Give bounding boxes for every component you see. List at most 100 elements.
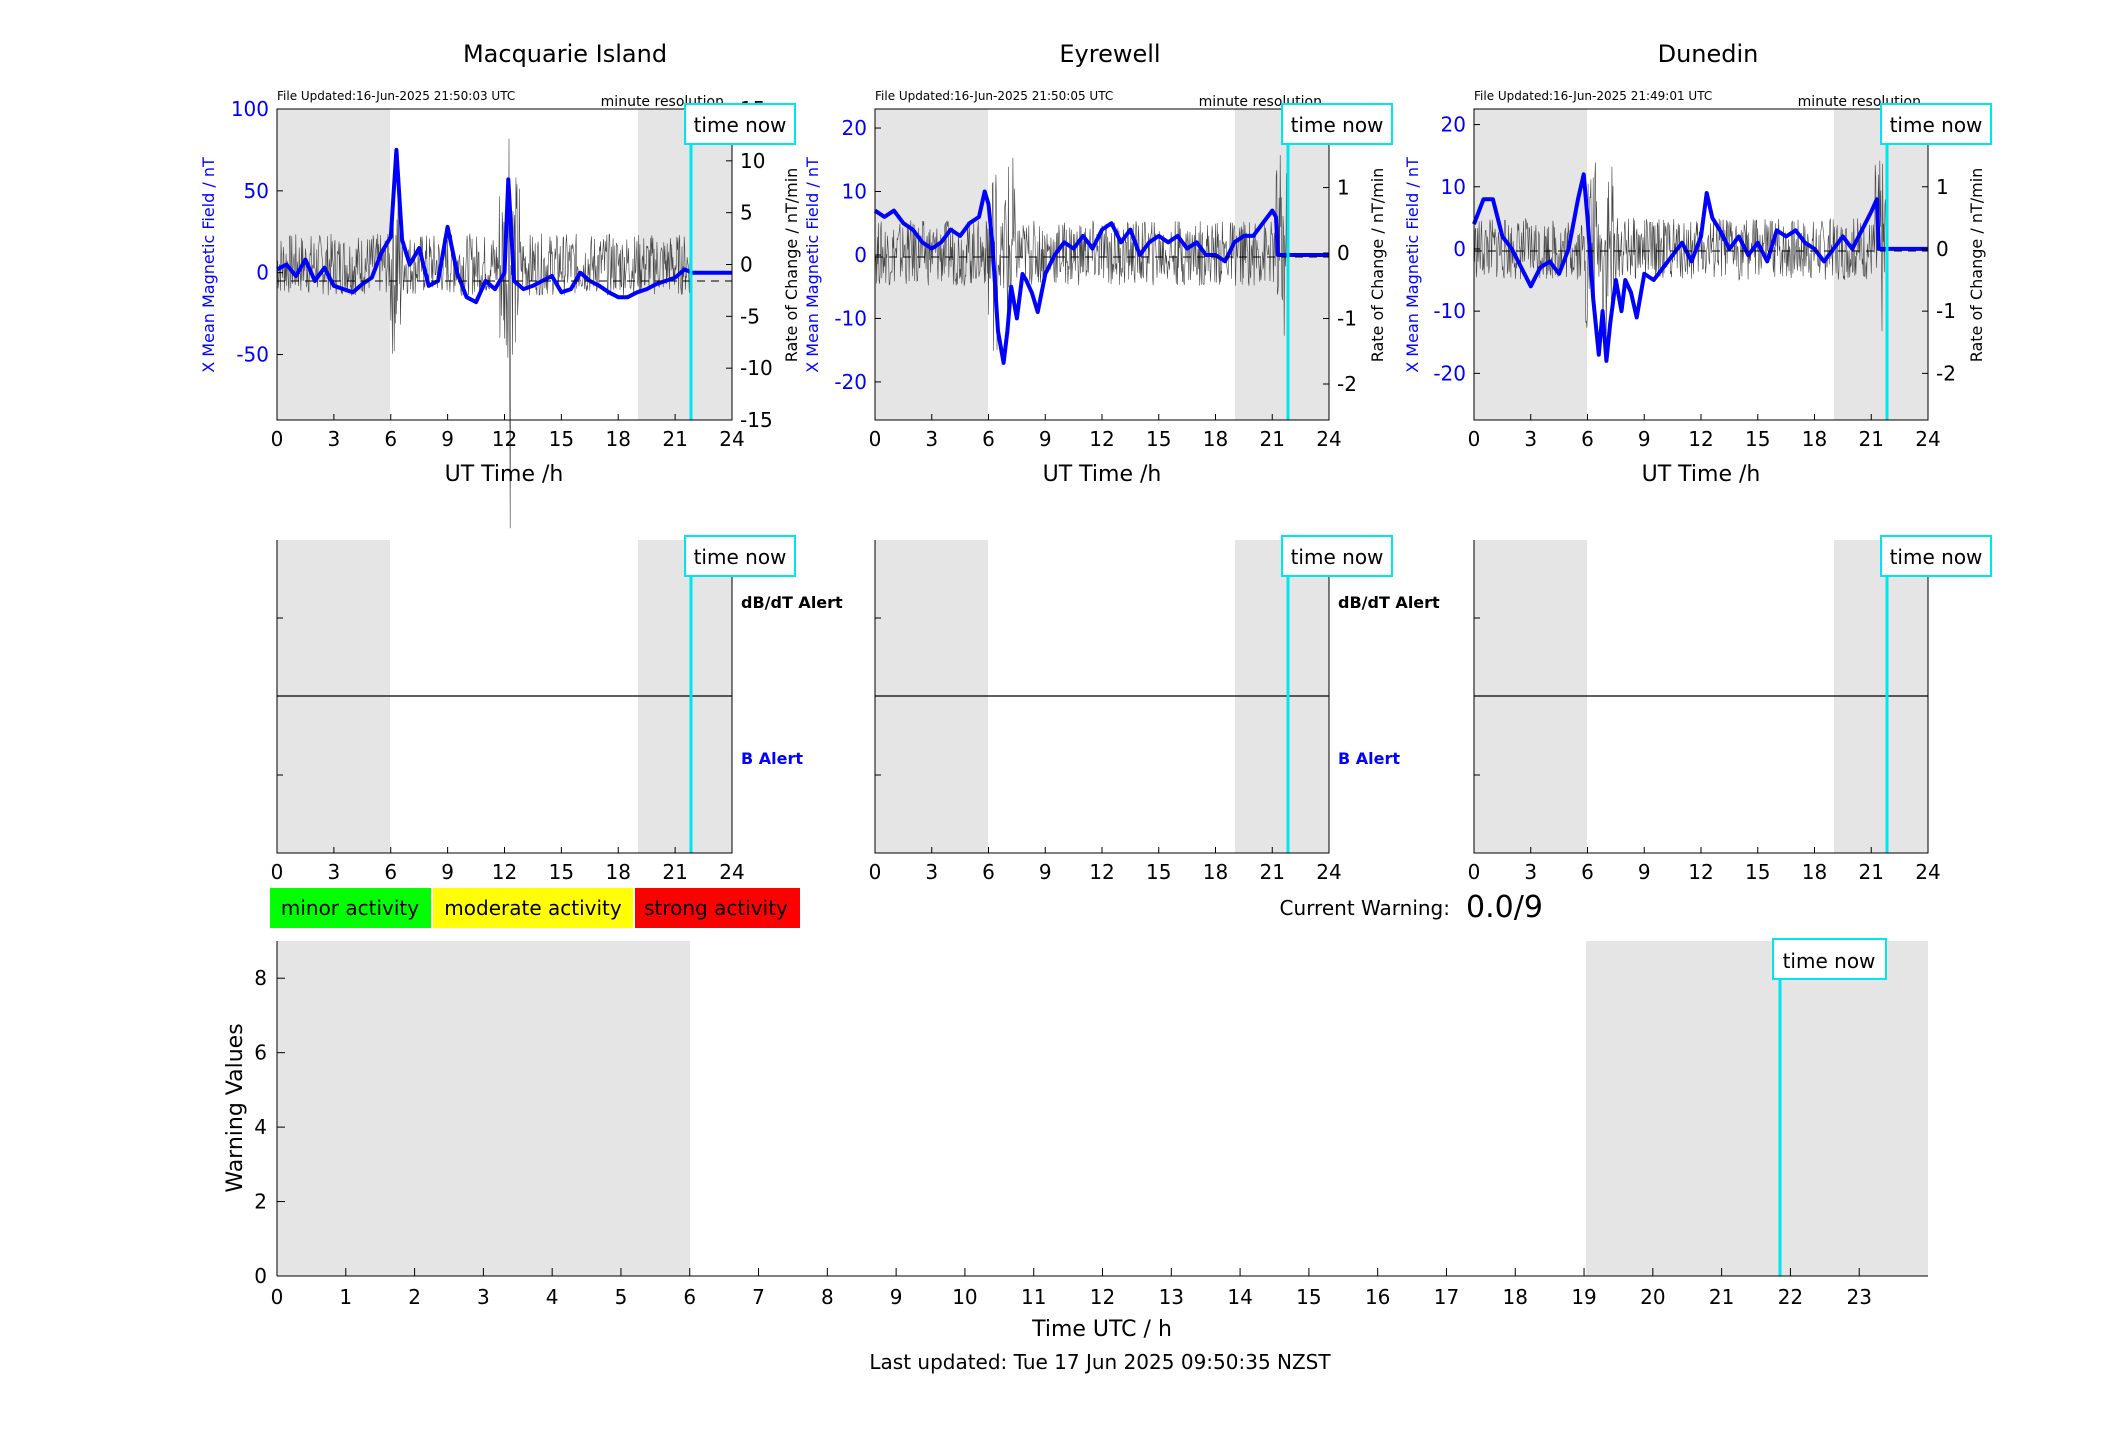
- alert-x-tick-label: 18: [1802, 860, 1827, 884]
- y-left-tick-label: 10: [1441, 175, 1466, 199]
- y-left-tick-label: -10: [834, 306, 867, 330]
- time-now-label-dunedin: time now: [1890, 113, 1983, 137]
- b-alert-label-eyrewell: B Alert: [1338, 749, 1400, 768]
- y-right-tick-label: 0: [740, 253, 753, 277]
- bottom-x-tick-label: 19: [1571, 1285, 1596, 1309]
- x-tick-label: 24: [719, 427, 744, 451]
- alert-x-tick-label: 6: [982, 860, 995, 884]
- bottom-x-tick-label: 7: [752, 1285, 765, 1309]
- y-left-tick-label: 0: [854, 243, 867, 267]
- alert-x-tick-label: 3: [1524, 860, 1537, 884]
- alert-panel-eyrewell: 0 3 6 9 12 15 18 21 24 time now dB/dT Alert B Al…: [869, 535, 1440, 884]
- bottom-x-tick-label: 14: [1227, 1285, 1252, 1309]
- y-right-tick-label: 10: [740, 149, 765, 173]
- x-tick-label: 6: [1581, 427, 1594, 451]
- alert-x-tick-label: 24: [1316, 860, 1341, 884]
- y-left-tick-label: 20: [842, 116, 867, 140]
- x-tick-label: 21: [1859, 427, 1884, 451]
- ylabel-left-dunedin: X Mean Magnetic Field / nT: [1403, 157, 1422, 373]
- file-updated-macquarie: File Updated:16-Jun-2025 21:50:03 UTC: [277, 89, 515, 103]
- alert-x-tick-label: 21: [1260, 860, 1285, 884]
- bottom-x-tick-label: 21: [1709, 1285, 1734, 1309]
- last-updated: Last updated: Tue 17 Jun 2025 09:50:35 N…: [869, 1350, 1331, 1374]
- x-field-line-macquarie: [276, 147, 732, 305]
- bottom-x-tick-label: 10: [952, 1285, 977, 1309]
- alert-x-tick-label: 15: [1745, 860, 1770, 884]
- y-left-tick-label: 50: [244, 179, 269, 203]
- bottom-ylabel: Warning Values: [223, 1023, 248, 1192]
- bottom-x-tick-label: 5: [615, 1285, 628, 1309]
- xlabel-macquarie: UT Time /h: [445, 462, 564, 487]
- bottom-x-tick-label: 13: [1159, 1285, 1184, 1309]
- x-tick-label: 18: [606, 427, 631, 451]
- y-left-tick-label: 0: [1453, 237, 1466, 261]
- x-tick-label: 0: [869, 427, 882, 451]
- x-tick-label: 9: [441, 427, 454, 451]
- bottom-x-tick-label: 1: [339, 1285, 352, 1309]
- bottom-x-tick-label: 22: [1778, 1285, 1803, 1309]
- alert-x-tick-label: 21: [1859, 860, 1884, 884]
- bottom-x-tick-label: 0: [271, 1285, 284, 1309]
- legend-moderate-label: moderate activity: [444, 896, 622, 920]
- y-left-tick-label: 20: [1441, 113, 1466, 137]
- alert-x-tick-label: 12: [492, 860, 517, 884]
- ylabel-left-macquarie: X Mean Magnetic Field / nT: [199, 157, 218, 373]
- y-right-tick-label: 1: [1936, 175, 1949, 199]
- bottom-x-tick-label: 17: [1434, 1285, 1459, 1309]
- y-right-tick-label: 5: [740, 201, 753, 225]
- x-tick-label: 0: [271, 427, 284, 451]
- b-alert-label-macquarie: B Alert: [741, 749, 803, 768]
- alert-x-tick-label: 15: [549, 860, 574, 884]
- x-tick-label: 18: [1802, 427, 1827, 451]
- y-right-tick-label: -2: [1337, 372, 1357, 396]
- alert-x-tick-label: 12: [1688, 860, 1713, 884]
- bottom-x-tick-label: 23: [1846, 1285, 1871, 1309]
- y-left-tick-label: -20: [834, 370, 867, 394]
- x-tick-label: 6: [982, 427, 995, 451]
- bottom-x-tick-label: 18: [1503, 1285, 1528, 1309]
- x-tick-label: 24: [1316, 427, 1341, 451]
- alert-x-tick-label: 18: [1203, 860, 1228, 884]
- current-warning-value: 0.0/9: [1466, 890, 1543, 925]
- legend-moderate-swatch: [433, 888, 633, 928]
- bottom-x-tick-label: 6: [683, 1285, 696, 1309]
- file-updated-eyrewell: File Updated:16-Jun-2025 21:50:05 UTC: [875, 89, 1113, 103]
- bottom-x-tick-label: 8: [821, 1285, 834, 1309]
- alert-x-tick-label: 15: [1146, 860, 1171, 884]
- y-left-tick-label: 0: [256, 261, 269, 285]
- xlabel-dunedin: UT Time /h: [1642, 462, 1761, 487]
- x-tick-label: 3: [328, 427, 341, 451]
- y-right-tick-label: 1: [1337, 176, 1350, 200]
- file-updated-dunedin: File Updated:16-Jun-2025 21:49:01 UTC: [1474, 89, 1712, 103]
- x-tick-label: 15: [1146, 427, 1171, 451]
- y-right-tick-label: -10: [740, 356, 773, 380]
- x-tick-label: 21: [1260, 427, 1285, 451]
- alert-panel-macquarie: 0 3 6 9 12 15 18 21 24 time now dB/dT Alert B Al…: [271, 535, 843, 884]
- ylabel-right-eyrewell: Rate of Change / nT/min: [1368, 168, 1387, 363]
- y-left-tick-label: 100: [231, 97, 269, 121]
- y-left-tick-label: -20: [1433, 361, 1466, 385]
- bottom-time-now-label: time now: [1783, 949, 1876, 973]
- y-left-tick-label: 10: [842, 180, 867, 204]
- legend-minor-label: minor activity: [281, 896, 419, 920]
- legend-strong-swatch: [635, 888, 800, 928]
- bottom-x-tick-label: 15: [1296, 1285, 1321, 1309]
- alert-x-tick-label: 24: [719, 860, 744, 884]
- time-now-label-eyrewell: time now: [1291, 113, 1384, 137]
- bottom-x-tick-label: 4: [546, 1285, 559, 1309]
- alert-x-tick-label: 0: [271, 860, 284, 884]
- y-right-tick-label: -1: [1337, 307, 1357, 331]
- alert-x-tick-label: 18: [606, 860, 631, 884]
- bottom-x-tick-label: 20: [1640, 1285, 1665, 1309]
- ylabel-right-macquarie: Rate of Change / nT/min: [782, 168, 801, 363]
- alert-x-tick-label: 21: [662, 860, 687, 884]
- bottom-y-tick-label: 4: [254, 1115, 267, 1139]
- x-tick-label: 24: [1915, 427, 1940, 451]
- alert-x-tick-label: 9: [1638, 860, 1651, 884]
- rate-of-change-line-eyrewell: [874, 154, 1288, 351]
- alert-x-tick-label: 3: [328, 860, 341, 884]
- y-right-tick-label: -2: [1936, 361, 1956, 385]
- alert-x-tick-label: 0: [1468, 860, 1481, 884]
